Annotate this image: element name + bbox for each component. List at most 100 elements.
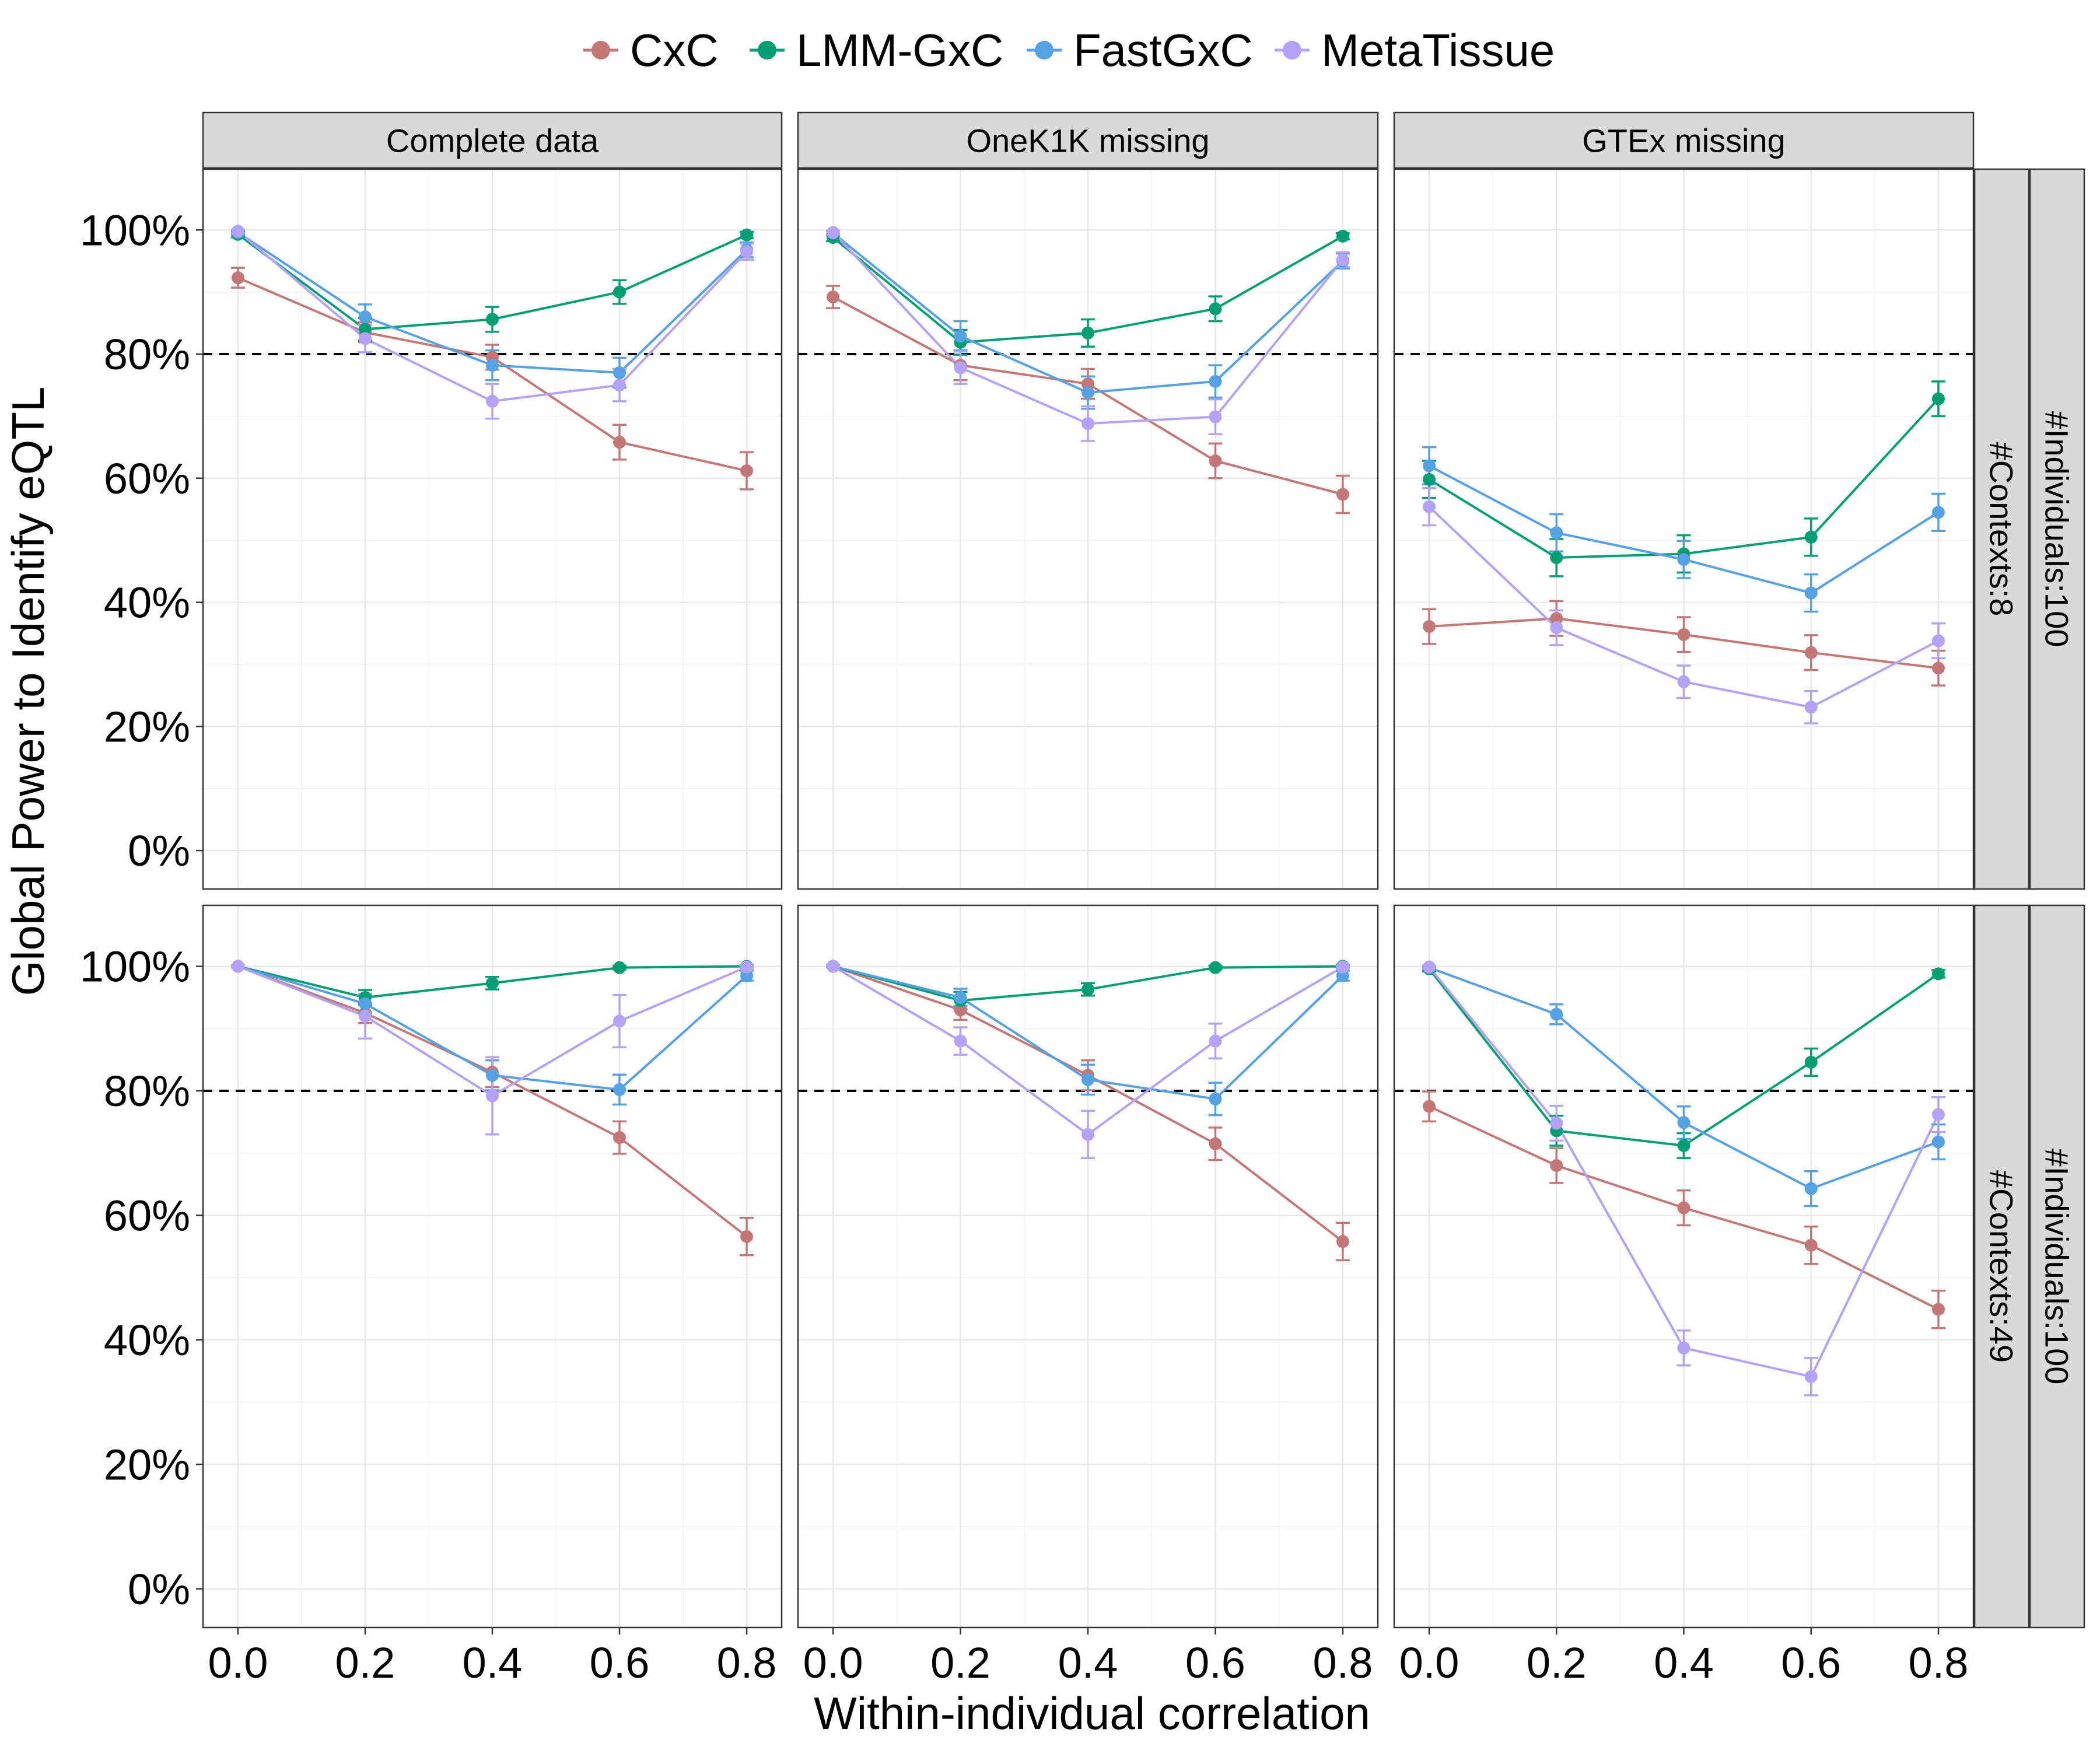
data-point-cxc [1677,1201,1690,1214]
data-point-metatissue [1336,253,1349,267]
data-point-metatissue [827,960,840,973]
data-point-metatissue [1423,960,1436,974]
data-point-metatissue [613,379,626,392]
data-point-cxc [1423,620,1436,634]
x-tick-label: 0.8 [1909,1639,1969,1687]
y-tick-label: 20% [104,1440,190,1489]
data-point-metatissue [358,1009,372,1023]
data-point-cxc [1677,628,1690,641]
legend-label: LMM-GxC [796,24,1003,76]
data-point-lmm-gxc [613,285,626,299]
data-point-fastgxc [613,1083,626,1096]
data-point-lmm-gxc [1082,983,1094,996]
data-point-fastgxc [1082,386,1094,399]
data-point-fastgxc [358,310,372,324]
data-point-cxc [613,436,626,449]
data-point-metatissue [1550,1116,1563,1130]
x-tick-label: 0.2 [335,1639,396,1687]
data-point-lmm-gxc [1931,967,1945,981]
legend-item-fastgxc: FastGxC [1027,24,1253,76]
data-point-fastgxc [486,1069,499,1082]
data-point-metatissue [1804,1370,1818,1383]
strip-label: #Contexts:8 [1983,442,2020,617]
data-point-metatissue [827,226,840,239]
data-point-fastgxc [1677,1116,1690,1129]
data-point-lmm-gxc [486,977,499,990]
x-tick-label: 0.4 [1058,1639,1118,1687]
data-point-lmm-gxc [613,961,626,974]
data-point-lmm-gxc [1082,326,1094,340]
x-tick-label: 0.2 [1527,1639,1587,1687]
data-point-cxc [231,271,244,285]
data-point-metatissue [1209,1034,1222,1048]
y-tick-label: 60% [104,454,190,503]
strip-background [2029,168,2085,890]
x-tick-label: 0.6 [590,1639,650,1687]
row-strip-outer-2: #Individuals:100 [2029,904,2085,1629]
data-point-fastgxc [1550,1007,1563,1021]
strip-label: OneK1K missing [966,123,1209,159]
legend-label: FastGxC [1073,24,1253,76]
panel-border [797,168,1379,890]
data-point-cxc [740,1230,754,1243]
legend-key-dot [1035,41,1054,60]
y-tick-label: 40% [104,579,190,627]
x-tick-label: 0.2 [930,1639,991,1687]
panel-border [1393,168,1975,890]
legend-item-lmm-gxc: LMM-GxC [750,24,1003,76]
strip-background [1393,111,1975,169]
strip-background [797,111,1379,169]
y-tick-label: 100% [80,943,190,991]
plot-panels [202,168,1975,1629]
data-point-metatissue [954,1034,967,1048]
data-point-metatissue [486,1089,499,1102]
data-point-fastgxc [1677,553,1690,566]
y-tick-label: 80% [104,1067,190,1115]
data-point-cxc [613,1131,626,1144]
data-point-metatissue [1677,1341,1690,1354]
data-point-cxc [1550,1159,1563,1172]
y-tick-label: 0% [128,1565,190,1614]
y-tick-label: 40% [104,1316,190,1364]
x-tick-label: 0.0 [208,1639,268,1687]
data-point-cxc [1423,1100,1436,1113]
x-tick-label: 0.0 [803,1639,863,1687]
data-point-lmm-gxc [486,313,499,326]
data-point-lmm-gxc [1550,551,1563,564]
data-point-cxc [1209,454,1222,467]
data-point-fastgxc [1931,1135,1945,1149]
data-point-cxc [954,1003,967,1017]
data-point-fastgxc [1209,374,1222,388]
data-point-lmm-gxc [1209,302,1222,316]
data-point-metatissue [1931,634,1945,648]
strip-label: #Individuals:100 [2039,411,2076,648]
y-tick-label: 0% [128,827,190,875]
row-strip-inner-1: #Contexts:8 [1973,168,2030,890]
data-point-lmm-gxc [1423,473,1436,486]
data-point-fastgxc [954,991,967,1004]
data-point-fastgxc [1082,1073,1094,1086]
data-point-metatissue [1931,1108,1945,1121]
data-point-cxc [740,464,754,478]
strip-label: Complete data [386,123,599,159]
strip-background [1973,168,2030,890]
x-tick-label: 0.8 [717,1639,777,1687]
y-tick-label: 80% [104,330,190,379]
data-point-fastgxc [1423,459,1436,473]
strip-complete-data: Complete data [202,111,783,169]
data-point-fastgxc [358,997,372,1010]
data-point-cxc [1804,646,1818,659]
column-strips: Complete data OneK1K missing GTEx missing [202,111,1975,169]
data-point-lmm-gxc [740,228,754,242]
strip-gtex-missing: GTEx missing [1393,111,1975,169]
panel-r1-c2 [797,168,1379,890]
data-point-metatissue [613,1014,626,1028]
data-point-cxc [1336,488,1349,501]
panel-r2-c3 [1393,904,1975,1629]
legend-label: MetaTissue [1321,24,1555,76]
panel-r2-c2 [797,904,1379,1629]
legend-item-cxc: CxC [583,24,719,76]
data-point-cxc [1209,1137,1222,1150]
y-tick-label: 60% [104,1191,190,1240]
